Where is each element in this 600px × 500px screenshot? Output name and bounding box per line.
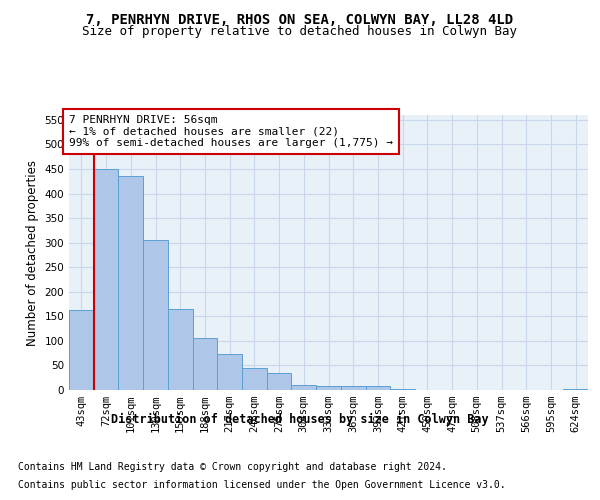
Text: Contains public sector information licensed under the Open Government Licence v3: Contains public sector information licen…	[18, 480, 506, 490]
Text: 7 PENRHYN DRIVE: 56sqm
← 1% of detached houses are smaller (22)
99% of semi-deta: 7 PENRHYN DRIVE: 56sqm ← 1% of detached …	[69, 115, 393, 148]
Bar	[94, 169, 118, 390]
Text: Contains HM Land Registry data © Crown copyright and database right 2024.: Contains HM Land Registry data © Crown c…	[18, 462, 447, 472]
Bar	[365, 386, 390, 390]
Bar	[143, 240, 168, 390]
Y-axis label: Number of detached properties: Number of detached properties	[26, 160, 39, 346]
Bar	[69, 310, 94, 390]
Text: 7, PENRHYN DRIVE, RHOS ON SEA, COLWYN BAY, LL28 4LD: 7, PENRHYN DRIVE, RHOS ON SEA, COLWYN BA…	[86, 12, 514, 26]
Bar	[316, 386, 341, 390]
Bar	[390, 389, 415, 390]
Bar	[217, 354, 242, 390]
Bar	[168, 309, 193, 390]
Bar	[118, 176, 143, 390]
Bar	[563, 388, 588, 390]
Bar	[267, 373, 292, 390]
Bar	[292, 385, 316, 390]
Text: Distribution of detached houses by size in Colwyn Bay: Distribution of detached houses by size …	[111, 412, 489, 426]
Bar	[193, 338, 217, 390]
Bar	[242, 368, 267, 390]
Bar	[341, 386, 365, 390]
Text: Size of property relative to detached houses in Colwyn Bay: Size of property relative to detached ho…	[83, 25, 517, 38]
